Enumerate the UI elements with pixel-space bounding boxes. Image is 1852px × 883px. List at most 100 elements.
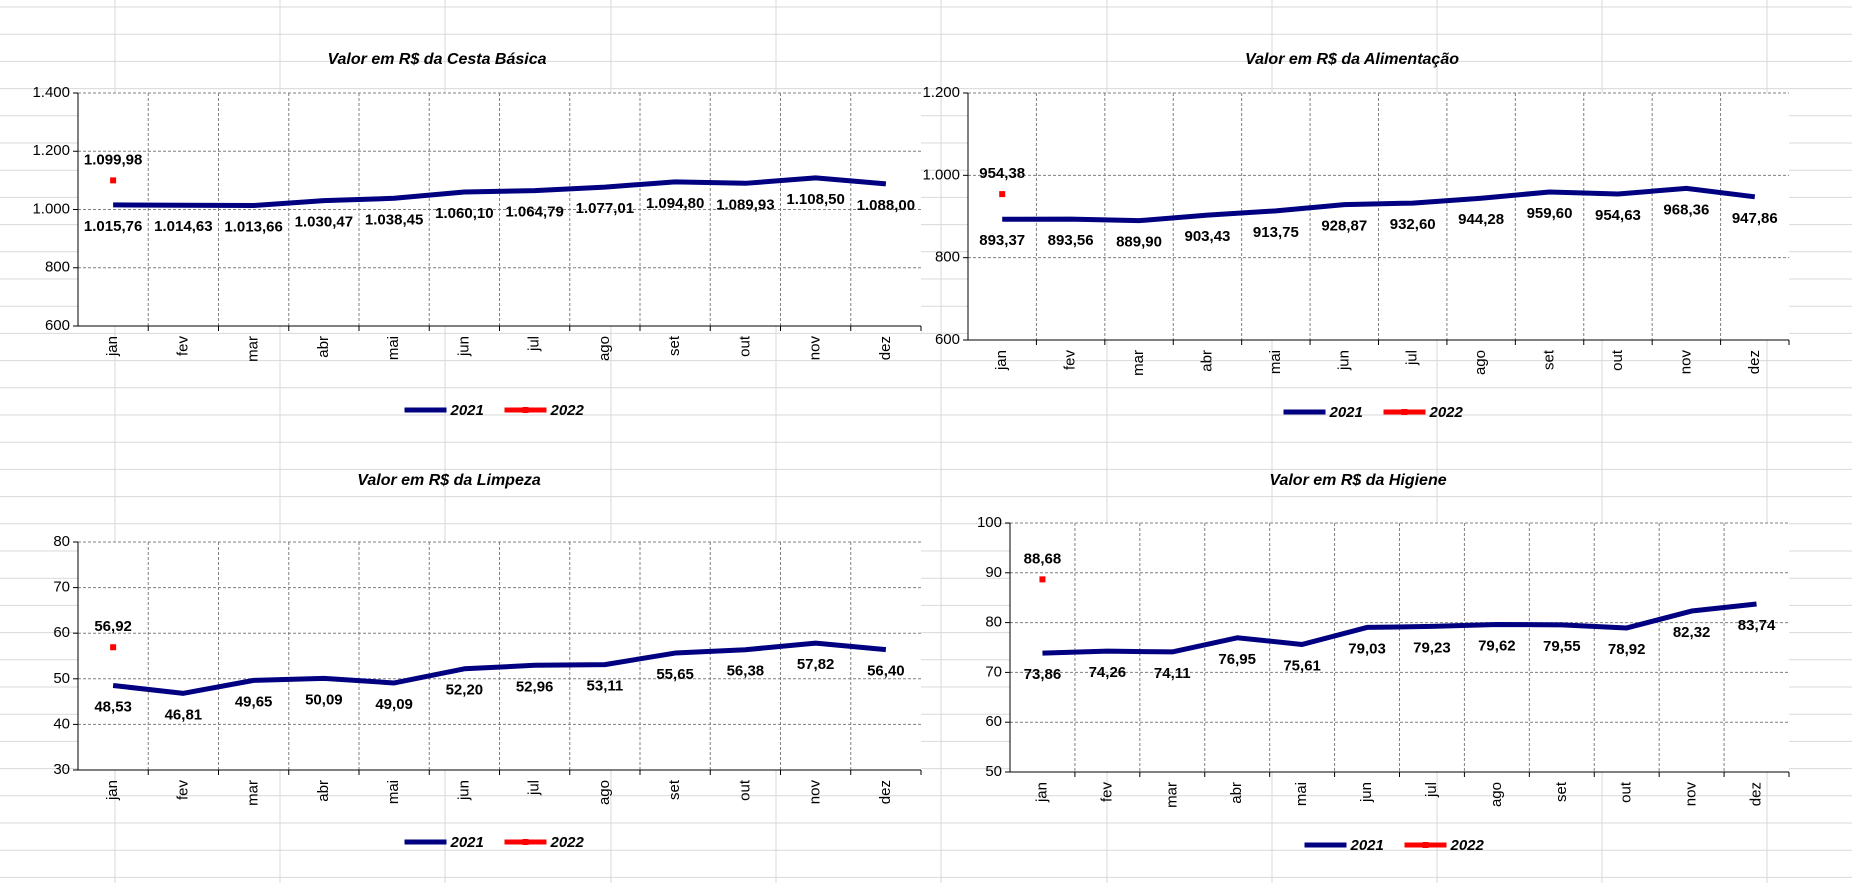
data-label: 1.030,47 [295, 214, 353, 231]
x-tick-label: out [1609, 349, 1626, 371]
data-label: 49,65 [235, 693, 273, 710]
legend-label: 2022 [1429, 404, 1464, 421]
data-label: 1.015,76 [84, 218, 142, 235]
chart-title: Valor em R$ da Limpeza [357, 472, 541, 489]
data-label: 1.060,10 [435, 205, 493, 222]
data-label: 56,92 [94, 618, 132, 635]
data-label: 1.013,66 [224, 218, 282, 235]
data-label: 79,55 [1543, 638, 1581, 655]
data-label: 903,43 [1185, 228, 1231, 245]
x-tick-label: ago [596, 780, 613, 805]
x-tick-label: nov [1683, 782, 1700, 807]
x-tick-label: nov [807, 336, 824, 361]
y-tick-label: 1.000 [32, 200, 70, 217]
x-tick-label: mai [385, 336, 402, 360]
x-tick-label: abr [315, 336, 332, 358]
data-label: 88,68 [1024, 550, 1062, 567]
data-label: 889,90 [1116, 234, 1162, 251]
data-label: 49,09 [375, 696, 413, 713]
y-tick-label: 600 [935, 331, 960, 348]
data-label: 46,81 [165, 706, 203, 723]
series-line [113, 175, 887, 209]
x-tick-label: dez [877, 336, 894, 360]
data-label: 57,82 [797, 656, 835, 673]
x-tick-label: fev [1098, 782, 1115, 803]
x-tick-label: jul [526, 336, 543, 352]
data-label: 55,65 [656, 666, 694, 683]
legend-label: 2021 [450, 402, 484, 419]
x-tick-label: jan [993, 350, 1010, 371]
legend-marker [1401, 409, 1408, 415]
legend-label: 2021 [1329, 404, 1363, 421]
x-tick-label: mai [385, 780, 402, 804]
data-label: 75,61 [1283, 657, 1321, 674]
legend-label: 2021 [1350, 837, 1384, 854]
x-tick-label: jan [104, 780, 121, 801]
y-tick-label: 80 [53, 533, 70, 550]
data-label: 73,86 [1024, 666, 1062, 683]
legend-marker [522, 407, 529, 413]
y-tick-label: 50 [53, 670, 70, 687]
point-marker [999, 191, 1006, 198]
data-label: 79,23 [1413, 639, 1451, 656]
x-tick-label: mai [1293, 782, 1310, 806]
x-tick-label: nov [1677, 350, 1694, 375]
x-tick-label: out [736, 335, 753, 357]
data-label: 48,53 [94, 698, 132, 715]
x-tick-label: set [666, 335, 683, 356]
x-tick-label: fev [1062, 350, 1079, 371]
data-label: 78,92 [1608, 641, 1646, 658]
data-label: 74,26 [1089, 664, 1127, 681]
y-tick-label: 1.200 [32, 142, 70, 159]
y-tick-label: 1.200 [922, 84, 960, 101]
y-tick-label: 1.400 [32, 84, 70, 101]
x-tick-label: mar [245, 780, 262, 806]
data-label: 1.099,98 [84, 151, 142, 168]
x-tick-label: dez [1748, 782, 1765, 806]
data-label: 74,11 [1154, 665, 1191, 682]
legend-marker [522, 839, 529, 845]
y-tick-label: 60 [985, 713, 1002, 730]
x-tick-label: fev [174, 336, 191, 357]
x-tick-label: nov [807, 780, 824, 805]
x-tick-label: abr [1228, 782, 1245, 804]
x-tick-label: mar [245, 336, 262, 362]
data-label: 893,37 [979, 232, 1025, 249]
data-label: 52,96 [516, 678, 554, 695]
y-tick-label: 30 [53, 761, 70, 778]
point-marker [110, 644, 117, 651]
x-tick-label: jun [1358, 782, 1375, 803]
legend-label: 2021 [450, 834, 484, 851]
point-marker [110, 177, 117, 184]
x-tick-label: set [1553, 781, 1570, 802]
y-tick-label: 80 [985, 614, 1002, 631]
data-label: 947,86 [1732, 210, 1778, 227]
data-label: 56,38 [727, 663, 765, 680]
y-tick-label: 800 [45, 259, 70, 276]
data-label: 1.088,00 [857, 197, 915, 214]
x-tick-label: ago [1488, 782, 1505, 807]
data-label: 1.108,50 [786, 191, 844, 208]
y-tick-label: 40 [53, 715, 70, 732]
y-tick-label: 100 [977, 514, 1002, 531]
x-tick-label: set [1541, 349, 1558, 370]
plot-area [78, 542, 921, 770]
x-tick-label: jul [1404, 350, 1421, 366]
data-label: 893,56 [1048, 232, 1094, 249]
x-tick-label: mar [1130, 350, 1147, 376]
x-tick-label: jul [1423, 782, 1440, 798]
x-tick-label: jul [526, 780, 543, 796]
x-tick-label: dez [877, 780, 894, 804]
data-label: 53,11 [587, 678, 624, 695]
data-label: 79,62 [1478, 637, 1516, 654]
data-label: 1.094,80 [646, 195, 704, 212]
data-label: 76,95 [1218, 651, 1256, 668]
x-tick-label: jun [455, 780, 472, 801]
x-tick-label: jun [1335, 350, 1352, 371]
legend-label: 2022 [550, 834, 585, 851]
data-label: 954,38 [979, 165, 1025, 182]
x-tick-label: jan [104, 336, 121, 357]
legend-label: 2022 [1450, 837, 1485, 854]
data-label: 944,28 [1458, 211, 1504, 228]
